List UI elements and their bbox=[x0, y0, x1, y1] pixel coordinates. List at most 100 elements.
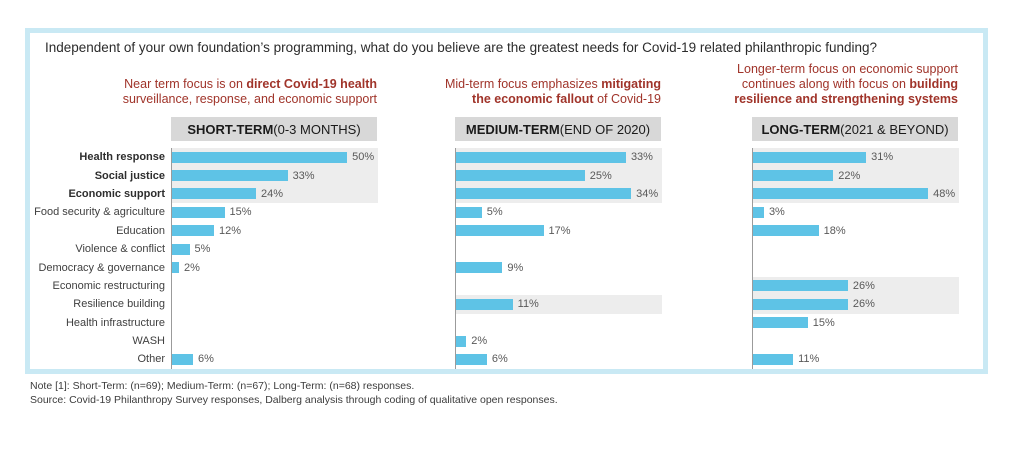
bar-value-label: 12% bbox=[219, 224, 242, 237]
bar bbox=[456, 170, 585, 182]
bar-value-label: 11% bbox=[798, 353, 820, 366]
annotation-line: the economic fallout of Covid-19 bbox=[331, 92, 661, 107]
text-segment: direct Covid-19 health bbox=[246, 77, 377, 91]
text-segment: surveillance, response, and economic sup… bbox=[122, 92, 377, 106]
bar-value-label: 9% bbox=[507, 261, 524, 274]
bar-row: 24% bbox=[172, 184, 378, 204]
bar-value-label: 5% bbox=[486, 206, 503, 219]
bar bbox=[172, 206, 225, 218]
category-label: WASH bbox=[132, 335, 165, 348]
bar bbox=[456, 206, 482, 218]
bar bbox=[172, 262, 179, 274]
annotation-line: continues along with focus on building bbox=[628, 77, 958, 92]
bar-row: 11% bbox=[456, 295, 662, 314]
bar bbox=[456, 188, 632, 200]
category-label: Health response bbox=[79, 151, 165, 164]
bar-row: 18% bbox=[753, 222, 959, 240]
bar-value-label: 34% bbox=[636, 187, 659, 200]
bar bbox=[753, 353, 794, 365]
bar-row: 9% bbox=[456, 258, 662, 276]
bars-long-term: 31% 22% 48% 3% 18% 26% 26% 15% 11% bbox=[752, 148, 959, 369]
bar bbox=[456, 335, 467, 347]
bar-row bbox=[753, 332, 959, 350]
chart-title: Independent of your own foundation’s pro… bbox=[45, 40, 878, 55]
header-short-term: SHORT-TERM (0-3 MONTHS) bbox=[171, 117, 377, 141]
bar-value-label: 6% bbox=[198, 353, 214, 366]
bar-value-label: 6% bbox=[491, 353, 508, 366]
bar-row: 6% bbox=[172, 350, 378, 368]
bar-value-label: 26% bbox=[852, 279, 875, 292]
bar-row: 25% bbox=[456, 166, 662, 185]
bar-row: 2% bbox=[172, 258, 378, 276]
footnotes: Note [1]: Short-Term: (n=69); Medium-Ter… bbox=[30, 379, 558, 407]
text-segment: Near term focus is on bbox=[124, 77, 247, 91]
chart-panel: Independent of your own foundation’s pro… bbox=[25, 28, 988, 374]
text-segment: continues along with focus on bbox=[741, 77, 910, 91]
text-segment: MEDIUM-TERM bbox=[465, 121, 560, 137]
bar-row bbox=[753, 258, 959, 276]
header-medium-term: MEDIUM-TERM (END OF 2020) bbox=[455, 117, 661, 141]
text-segment: Mid-term focus emphasizes bbox=[444, 77, 602, 91]
annotation-short-term: Near term focus is on direct Covid-19 he… bbox=[47, 77, 377, 107]
bar bbox=[753, 298, 848, 310]
bar-row: 5% bbox=[456, 203, 662, 221]
bar-row bbox=[456, 314, 662, 332]
category-label: Violence & conflict bbox=[75, 243, 165, 256]
header-long-term: LONG-TERM (2021 & BEYOND) bbox=[752, 117, 958, 141]
bar bbox=[753, 151, 867, 163]
bar-row: 11% bbox=[753, 350, 959, 368]
bar-row: 12% bbox=[172, 222, 378, 240]
bar-value-label: 15% bbox=[229, 206, 252, 219]
bar-row: 26% bbox=[753, 295, 959, 314]
annotation-line: surveillance, response, and economic sup… bbox=[47, 92, 377, 107]
text-segment: Longer-term focus on economic support bbox=[737, 62, 958, 76]
bar-value-label: 50% bbox=[352, 151, 375, 164]
annotation-line: Near term focus is on direct Covid-19 he… bbox=[47, 77, 377, 92]
bar bbox=[456, 225, 544, 237]
category-label: Democracy & governance bbox=[38, 261, 165, 274]
bar bbox=[172, 225, 215, 237]
bar-row: 2% bbox=[456, 332, 662, 350]
text-segment: (2021 & BEYOND) bbox=[840, 121, 949, 137]
bar bbox=[456, 151, 626, 163]
annotation-line: Mid-term focus emphasizes mitigating bbox=[331, 77, 661, 92]
bar-value-label: 2% bbox=[471, 335, 488, 348]
category-label: Economic restructuring bbox=[52, 279, 166, 292]
bar bbox=[172, 353, 193, 365]
bar-row: 26% bbox=[753, 276, 959, 296]
annotation-line: resilience and strengthening systems bbox=[628, 92, 958, 107]
bar bbox=[456, 262, 503, 274]
bar-row: 31% bbox=[753, 148, 959, 167]
bar-row bbox=[172, 332, 378, 350]
text-segment: resilience and strengthening systems bbox=[734, 92, 958, 106]
bar bbox=[753, 188, 929, 200]
bar-value-label: 5% bbox=[194, 243, 211, 256]
bar-value-label: 11% bbox=[517, 298, 539, 311]
bar-row bbox=[172, 295, 378, 313]
text-segment: SHORT-TERM bbox=[187, 121, 274, 137]
bar-row: 34% bbox=[456, 184, 662, 204]
bar-value-label: 2% bbox=[184, 261, 200, 274]
bar-value-label: 18% bbox=[823, 224, 846, 237]
bar-value-label: 31% bbox=[871, 151, 894, 164]
bar bbox=[753, 170, 834, 182]
bar bbox=[456, 353, 487, 365]
text-segment: (0-3 MONTHS) bbox=[273, 121, 361, 137]
bar-row bbox=[456, 277, 662, 295]
bar bbox=[753, 317, 808, 329]
bar-value-label: 33% bbox=[292, 169, 315, 182]
bar-row bbox=[172, 277, 378, 295]
footnote-note: Note [1]: Short-Term: (n=69); Medium-Ter… bbox=[30, 380, 415, 392]
bar-row: 6% bbox=[456, 350, 662, 368]
bar-row: 17% bbox=[456, 222, 662, 240]
bar-row: 15% bbox=[172, 203, 378, 221]
bar-row: 3% bbox=[753, 203, 959, 221]
category-label: Other bbox=[137, 353, 165, 366]
bar bbox=[753, 280, 848, 292]
bar-row bbox=[456, 240, 662, 258]
category-label: Education bbox=[116, 224, 165, 237]
text-segment: mitigating bbox=[601, 77, 661, 91]
category-label: Health infrastructure bbox=[65, 316, 165, 329]
bar-value-label: 3% bbox=[768, 206, 785, 219]
